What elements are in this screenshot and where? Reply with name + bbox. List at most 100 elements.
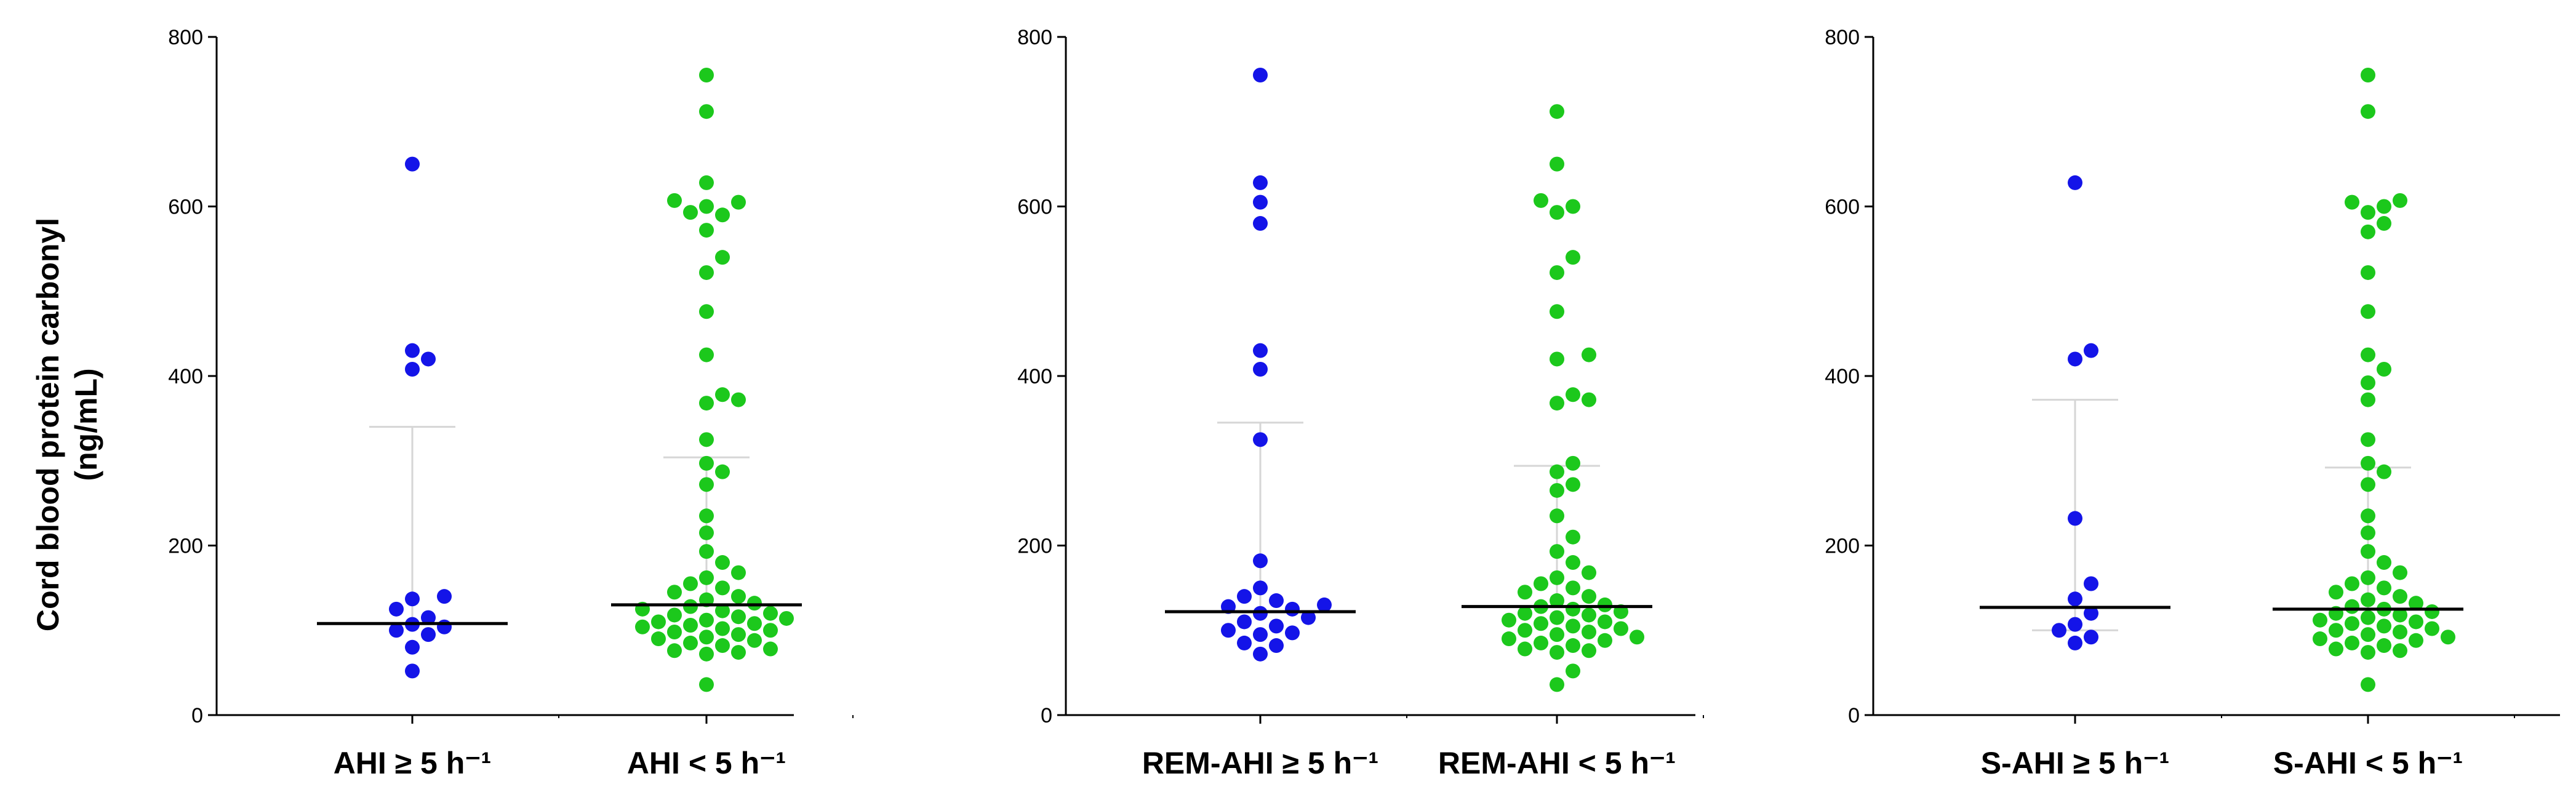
data-point: [715, 580, 730, 596]
data-point: [2361, 570, 2375, 585]
data-point: [2084, 576, 2098, 591]
data-point: [1582, 347, 1596, 362]
y-tick-label: 0: [191, 704, 203, 727]
y-axis-title: Cord blood protein carbonyl (ng/mL): [31, 218, 103, 631]
data-point: [1582, 565, 1596, 580]
data-point: [1566, 199, 1580, 214]
data-point: [1630, 630, 1644, 645]
data-point: [715, 555, 730, 570]
data-point: [2313, 612, 2327, 628]
data-point: [1566, 580, 1580, 596]
data-point: [1285, 625, 1300, 641]
data-point: [1566, 663, 1580, 679]
y-tick-label: 800: [1825, 26, 1860, 49]
y-tick-label: 400: [168, 365, 203, 388]
data-point: [2345, 635, 2359, 650]
data-point: [389, 601, 404, 617]
data-point: [2345, 194, 2359, 210]
data-point: [1566, 455, 1580, 471]
y-axis-title-line1: Cord blood protein carbonyl: [31, 218, 65, 631]
data-point: [699, 525, 714, 540]
data-point: [763, 606, 778, 621]
data-point: [1566, 555, 1580, 570]
data-point: [699, 396, 714, 411]
data-point: [405, 663, 420, 679]
data-point: [1253, 627, 1268, 642]
data-point: [2361, 508, 2375, 524]
data-point: [2361, 645, 2375, 660]
series-2: [1462, 104, 1652, 692]
data-point: [715, 250, 730, 265]
data-point: [1518, 623, 1532, 638]
data-point: [715, 207, 730, 223]
data-point: [421, 627, 436, 642]
data-point: [1253, 606, 1268, 621]
data-point: [1253, 216, 1268, 231]
data-point: [2361, 304, 2375, 319]
data-point: [667, 607, 682, 623]
data-point: [1566, 618, 1580, 634]
data-point: [731, 392, 746, 407]
data-point: [1550, 205, 1564, 220]
data-point: [731, 589, 746, 604]
data-point: [1614, 621, 1628, 636]
data-point: [2377, 361, 2391, 377]
data-point: [1550, 570, 1564, 585]
data-point: [715, 638, 730, 654]
data-point: [2361, 224, 2375, 239]
y-tick-label: 800: [168, 26, 203, 49]
data-point: [1253, 580, 1268, 596]
data-point: [1550, 482, 1564, 498]
data-point: [1550, 104, 1564, 119]
data-point: [1550, 464, 1564, 479]
data-point: [1301, 610, 1316, 625]
data-point: [715, 464, 730, 479]
data-point: [1566, 477, 1580, 492]
data-point: [1598, 614, 1612, 630]
data-point: [747, 633, 762, 648]
data-point: [2329, 641, 2343, 657]
data-point: [1253, 432, 1268, 447]
y-tick-label: 400: [1825, 365, 1860, 388]
data-point: [1550, 544, 1564, 559]
data-point: [405, 361, 420, 377]
chart-panels: 0 200 400 600 800 AHI ≥ 5 h⁻¹ AHI < 5 h⁻¹ 0 200 4…: [168, 26, 2560, 780]
data-point: [1253, 175, 1268, 190]
data-point: [2068, 591, 2082, 607]
data-point: [2068, 635, 2082, 650]
data-point: [2329, 623, 2343, 638]
x-category-label: REM-AHI < 5 h⁻¹: [1438, 746, 1676, 780]
data-point: [2377, 464, 2391, 479]
data-point: [731, 609, 746, 625]
data-point: [2361, 677, 2375, 692]
data-point: [2068, 511, 2082, 526]
y-tick-label: 400: [1017, 365, 1052, 388]
y-tick-label: 600: [1017, 196, 1052, 219]
data-point: [683, 617, 698, 633]
data-point: [635, 619, 650, 634]
data-point: [731, 565, 746, 580]
data-point: [2425, 621, 2439, 636]
data-point: [763, 641, 778, 657]
data-point: [2361, 67, 2375, 82]
y-tick-label: 600: [1825, 196, 1860, 219]
data-point: [2361, 392, 2375, 407]
data-point: [1550, 508, 1564, 524]
data-point: [405, 343, 420, 358]
chart-panel-1: 0 200 400 600 800 AHI ≥ 5 h⁻¹ AHI < 5 h⁻¹: [168, 26, 854, 780]
data-point: [747, 596, 762, 611]
data-point: [715, 603, 730, 618]
data-point: [1253, 553, 1268, 569]
data-point: [667, 585, 682, 600]
data-point: [421, 610, 436, 625]
data-point: [2393, 193, 2407, 208]
data-point: [2361, 525, 2375, 540]
data-point: [1518, 585, 1532, 600]
y-tick-label: 600: [168, 196, 203, 219]
data-point: [699, 630, 714, 645]
data-point: [699, 432, 714, 447]
data-point: [1253, 194, 1268, 210]
x-category-label: S-AHI ≥ 5 h⁻¹: [1981, 746, 2170, 780]
data-point: [1566, 387, 1580, 402]
data-point: [1550, 396, 1564, 411]
